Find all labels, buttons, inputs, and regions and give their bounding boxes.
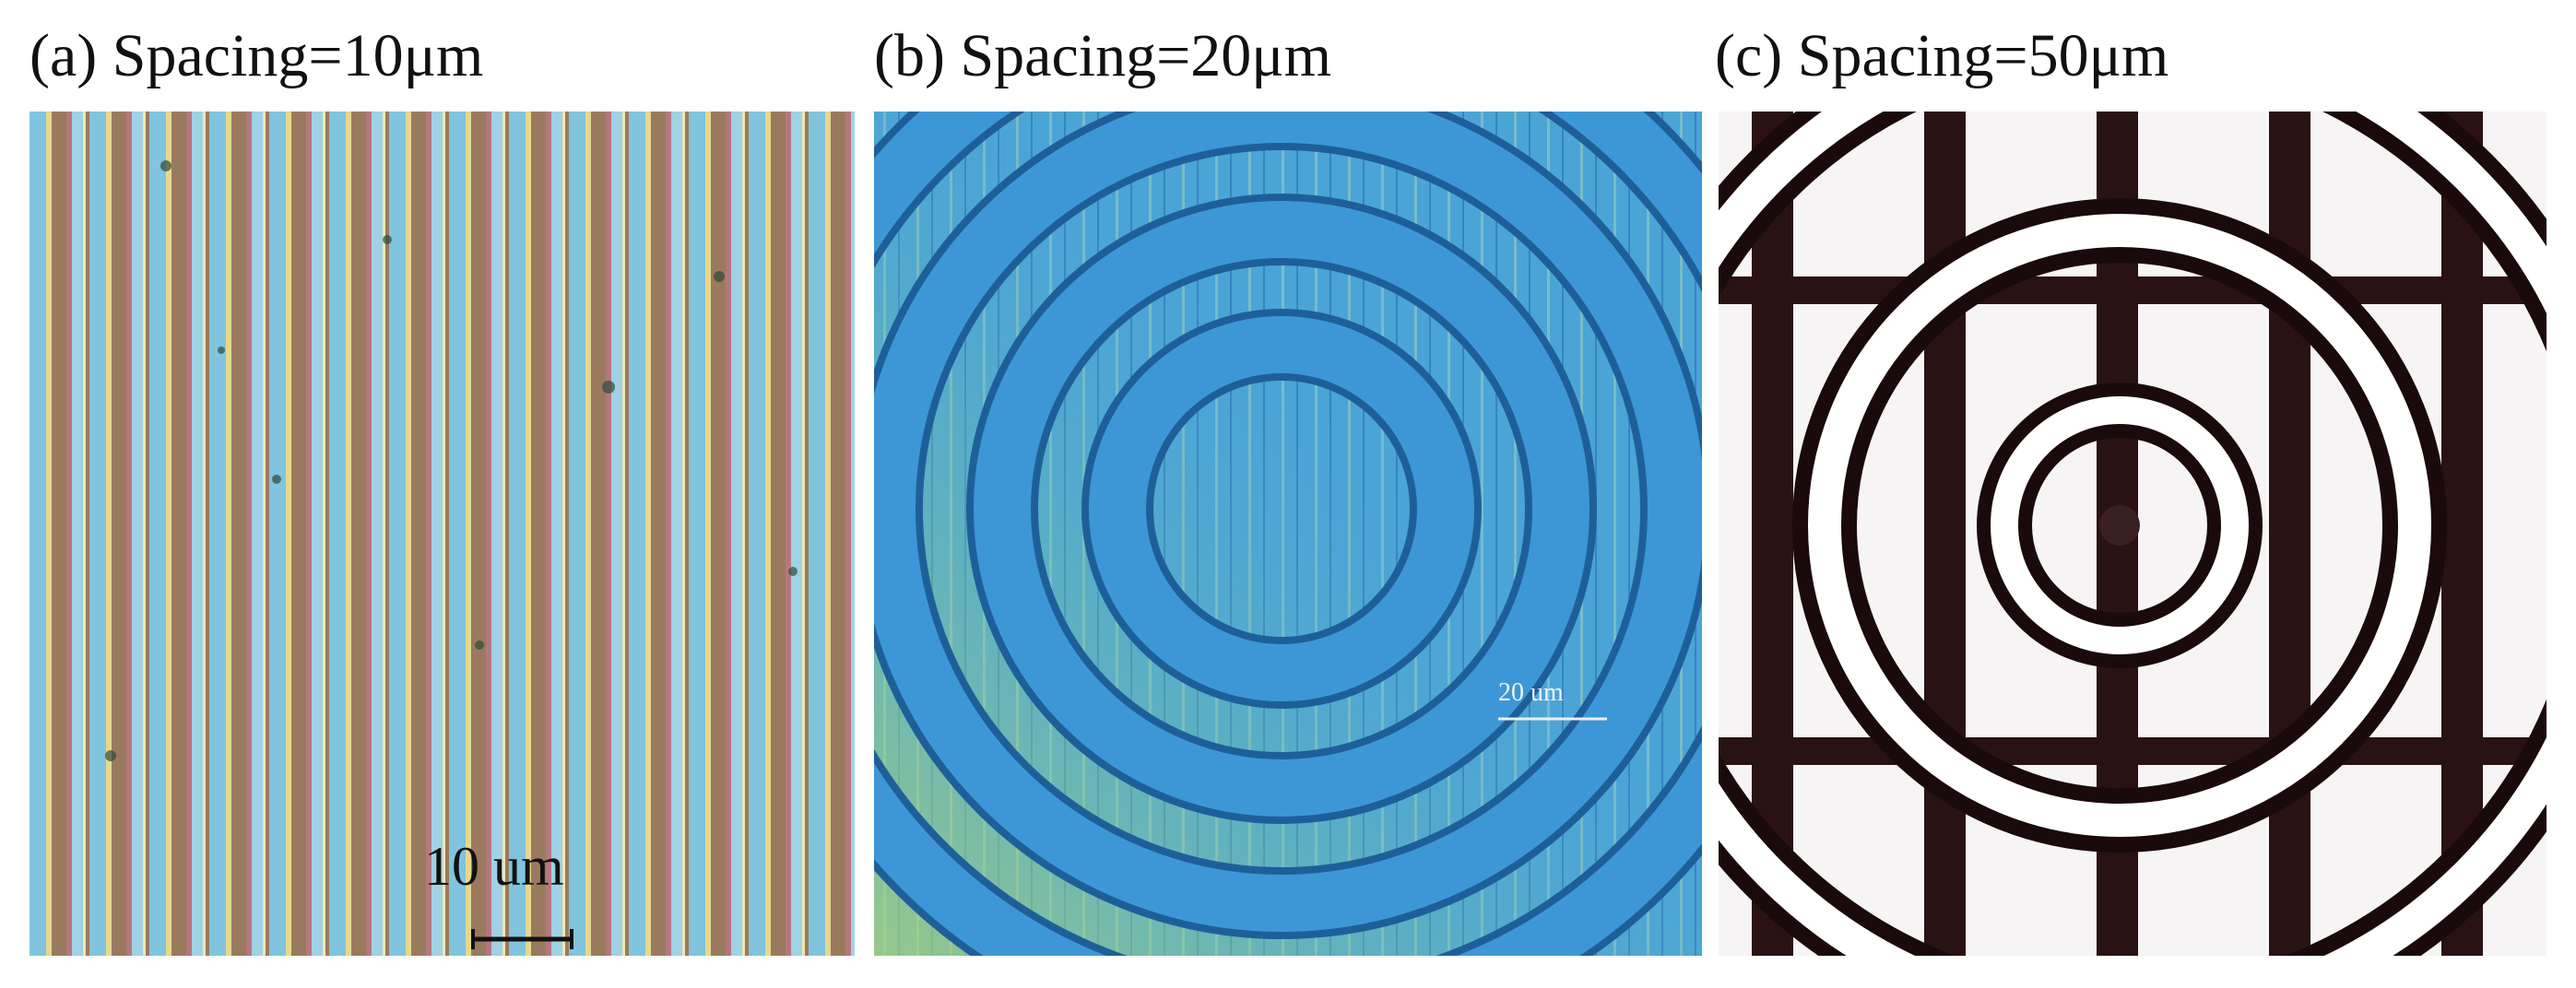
micrograph-b xyxy=(874,112,1702,956)
panel-label: (c) Spacing=50μm xyxy=(1715,22,2168,89)
micrograph-c xyxy=(1719,112,2546,956)
panel-label: (a) Spacing=10μm xyxy=(30,22,483,89)
scale-bar-label: 20 um xyxy=(1498,678,1564,707)
panel-label: (b) Spacing=20μm xyxy=(874,22,1331,89)
micrograph-a xyxy=(30,112,855,956)
scale-bar-label: 10 um xyxy=(424,836,564,897)
